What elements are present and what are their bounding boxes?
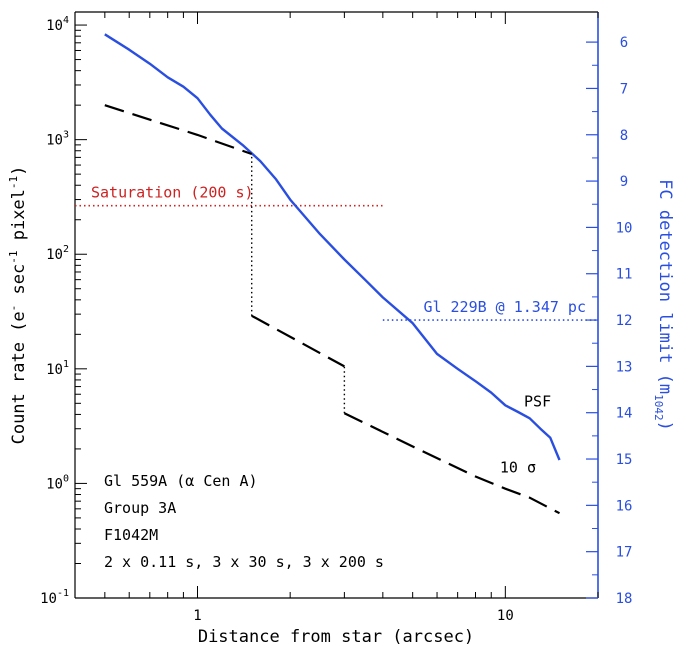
- y2-tick-label: 12: [616, 313, 633, 329]
- note-line-2: Group 3A: [104, 499, 176, 517]
- note-line-3: F1042M: [104, 526, 158, 544]
- y-tick-exp: 1: [63, 359, 69, 370]
- y-tick-base: 10: [46, 18, 63, 34]
- y2-tick-label: 16: [616, 498, 633, 514]
- y-tick-base: 10: [46, 247, 63, 263]
- y-tick-label: 104: [46, 15, 69, 34]
- y-tick-base: 10: [46, 362, 63, 378]
- y-tick-label: 100: [46, 473, 69, 492]
- y2-tick-label: 18: [616, 591, 633, 607]
- y-axis-title-part-4: ): [9, 166, 29, 176]
- series-label: 10 σ: [500, 458, 536, 476]
- series-label: PSF: [524, 392, 551, 410]
- y2-tick-label: 10: [616, 220, 633, 236]
- y2-tick-label: 7: [620, 81, 628, 97]
- y-axis-title: Count rate (e- sec-1 pixel-1): [7, 166, 29, 445]
- series-line: [104, 104, 253, 156]
- y2-tick-label: 17: [616, 545, 633, 561]
- y-axis-title-sup-1: -: [7, 305, 20, 312]
- y2-axis-title: FC detection limit (m1042): [652, 179, 675, 431]
- y-tick-exp: 3: [63, 130, 69, 141]
- y2-axis-ticks: 6 7 8 9 10 11 12 13 14 15 16 17 18: [586, 35, 632, 607]
- y-axis-title-part-1: Count rate (e: [9, 311, 29, 444]
- y-tick-base: 10: [40, 591, 57, 607]
- y-tick-exp: -1: [57, 588, 69, 599]
- series-lines: [104, 33, 561, 515]
- plot-frame: [74, 11, 599, 599]
- series-labels: PSF 10 σ: [500, 392, 551, 476]
- x-axis-ticks: 1 10: [74, 12, 599, 624]
- y2-axis-title-part-2: ): [655, 421, 675, 431]
- notes-block: Gl 559A (α Cen A) Group 3A F1042M 2 x 0.…: [104, 472, 384, 571]
- reference-lines: Saturation (200 s) Gl 229B @ 1.347 pc: [75, 184, 598, 321]
- x-tick-label: 10: [497, 608, 514, 624]
- note-line-4: 2 x 0.11 s, 3 x 30 s, 3 x 200 s: [104, 553, 384, 571]
- y-tick-label: 102: [46, 244, 69, 263]
- series-line: [343, 412, 561, 515]
- y2-tick-label: 8: [620, 128, 628, 144]
- y-axis-title-part-2: sec: [9, 264, 29, 305]
- note-line-1: Gl 559A (α Cen A): [104, 472, 258, 490]
- y-tick-exp: 4: [63, 15, 69, 26]
- y2-tick-label: 13: [616, 359, 633, 375]
- reference-line-label: Saturation (200 s): [91, 184, 254, 202]
- y2-tick-label: 9: [620, 174, 628, 190]
- y-tick-label: 101: [46, 359, 69, 378]
- y-tick-label: 103: [46, 130, 69, 149]
- y2-tick-label: 11: [616, 267, 633, 283]
- x-tick-label: 1: [193, 608, 201, 624]
- y-axis-title-part-3: pixel: [9, 189, 29, 250]
- y-tick-base: 10: [46, 133, 63, 149]
- y-axis-title-sup-3: -1: [7, 176, 20, 189]
- y2-tick-label: 15: [616, 452, 633, 468]
- y2-tick-label: 14: [616, 406, 633, 422]
- series-line: [104, 33, 561, 461]
- reference-line-label: Gl 229B @ 1.347 pc: [423, 298, 586, 316]
- x-axis-title: Distance from star (arcsec): [198, 627, 474, 647]
- series-line: [251, 314, 345, 368]
- y-tick-base: 10: [46, 476, 63, 492]
- step-connectors: [251, 153, 346, 414]
- y-axis-title-sup-2: -1: [7, 251, 20, 264]
- y-tick-label: 10-1: [40, 588, 69, 607]
- y-tick-exp: 0: [63, 473, 69, 484]
- y2-axis-title-part-1: FC detection limit (m: [655, 179, 675, 394]
- y2-axis-title-sub: 1042: [652, 394, 665, 421]
- y-tick-exp: 2: [63, 244, 69, 255]
- y2-tick-label: 6: [620, 35, 628, 51]
